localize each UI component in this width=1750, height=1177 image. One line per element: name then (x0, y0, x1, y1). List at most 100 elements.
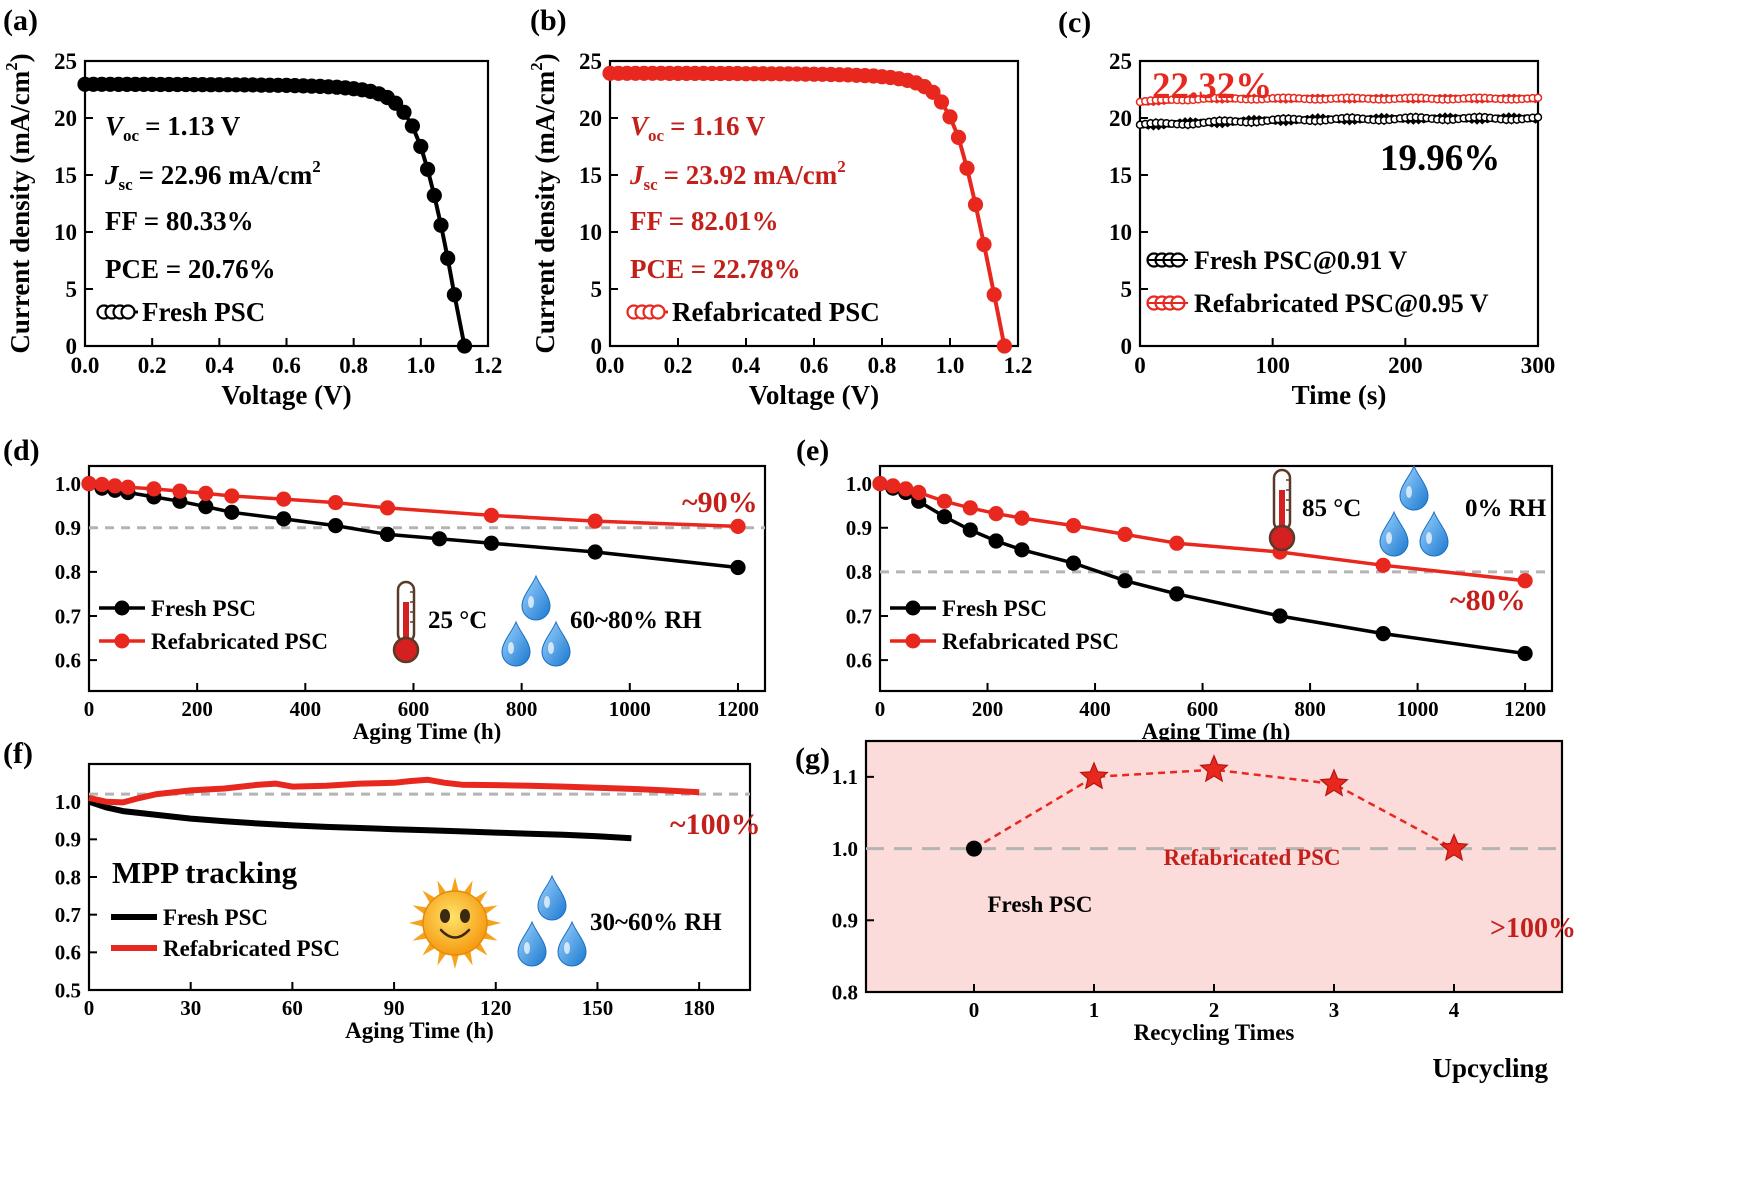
water-drop-icon (521, 574, 551, 621)
sun-eye-left (440, 909, 450, 923)
x-tick-label: 400 (290, 697, 322, 721)
jv-marker (996, 338, 1013, 354)
x-tick-label: 1.0 (406, 353, 435, 378)
panel-g: 0 1 2 3 4 0.8 0.9 1.0 1.1 Recycling Times (g) Fresh… (795, 739, 1576, 1083)
annotation-jsc-symbol: J (629, 160, 645, 190)
annotation-pce: PCE = 20.76% (105, 254, 276, 284)
annotation-retention: ~80% (1450, 584, 1526, 617)
jv-marker (456, 338, 473, 354)
jv-marker (426, 187, 442, 204)
x-tick-label: 0 (875, 697, 886, 721)
sun-ray (409, 918, 426, 928)
panel-f: 0 30 60 90 120 150 180 0.5 0.6 0.7 0.8 0.9 1.0 Aging … (3, 737, 761, 1043)
annotation-pce: PCE = 22.78% (630, 254, 801, 284)
y-tick-label: 20 (1109, 106, 1132, 131)
jv-marker (446, 287, 462, 303)
x-tick-label: 0 (969, 998, 980, 1022)
x-tick-label: 0 (84, 697, 95, 721)
jv-marker (433, 217, 449, 233)
panel-label: (f) (3, 737, 33, 770)
fresh-marker (988, 533, 1004, 549)
y-tick-label: 0.6 (55, 648, 81, 672)
y-tick-label: 0.8 (55, 560, 81, 584)
y-tick-label: 15 (1109, 163, 1132, 188)
panel-e: 0 200 400 600 800 1000 1200 0.6 0.7 0.8 0.9 1.0 Agin… (796, 434, 1554, 744)
fresh-marker (730, 559, 746, 576)
annotation-voc: Voc = 1.16 V (630, 111, 766, 145)
x-tick-label: 300 (1521, 353, 1556, 378)
fresh-marker (966, 840, 982, 857)
refab-marker (1065, 517, 1082, 534)
x-tick-label: 0.4 (732, 353, 761, 378)
x-axis-label: Voltage (V) (221, 380, 351, 410)
y-tick-label: 1.1 (832, 765, 858, 789)
jv-marker (440, 250, 456, 266)
refab-marker (224, 488, 240, 504)
y-tick-label: 0.6 (846, 648, 872, 672)
y-tick-label: 10 (579, 220, 602, 245)
panel-label: (c) (1058, 6, 1091, 39)
x-tick-label: 0.2 (138, 353, 167, 378)
x-tick-label: 200 (972, 697, 1004, 721)
water-drop-icon (517, 920, 547, 967)
x-tick-label: 1200 (1504, 697, 1546, 721)
legend-label: Fresh PSC (142, 297, 265, 327)
legend-label: Fresh PSC@0.91 V (1194, 246, 1407, 275)
y-tick-label: 5 (1121, 277, 1133, 302)
legend-label: Fresh PSC (942, 596, 1047, 621)
water-drop-highlight (524, 942, 530, 954)
refab-marker (1517, 573, 1533, 589)
annotation-humidity: 60~80% RH (570, 607, 702, 634)
panel-label: (b) (530, 4, 567, 37)
refab-marker (962, 500, 978, 516)
x-tick-label: 4 (1449, 998, 1460, 1022)
refab-marker (1375, 557, 1391, 573)
x-tick-label: 0.0 (596, 353, 625, 378)
y-tick-label: 0.9 (846, 516, 872, 540)
sun-smile (439, 928, 471, 939)
annotation-jsc: Jsc = 23.92 mA/cm2 (629, 157, 846, 194)
x-tick-label: 1.2 (1004, 353, 1033, 378)
x-tick-label: 0.8 (339, 353, 368, 378)
refab-marker (328, 495, 344, 511)
x-tick-label: 800 (1294, 697, 1326, 721)
annotation-jsc-value: = 22.96 mA/cm (139, 160, 313, 190)
annotation-voc-value: = 1.13 V (145, 111, 241, 141)
x-axis-label: Aging Time (h) (353, 719, 502, 744)
refab-marker (911, 484, 927, 501)
x-tick-label: 30 (180, 996, 201, 1020)
fresh-marker (1065, 555, 1082, 571)
x-tick-label: 0 (1134, 353, 1146, 378)
fresh-marker (1014, 542, 1030, 558)
annotation-jsc-value: = 23.92 mA/cm (664, 160, 838, 190)
y-tick-label: 0.8 (846, 560, 872, 584)
x-tick-label: 3 (1329, 998, 1340, 1022)
fresh-marker (1517, 645, 1533, 662)
y-tick-label: 0.7 (55, 903, 81, 927)
refab-marker (1014, 510, 1030, 526)
refab-marker (988, 505, 1004, 522)
annotation-mode: MPP tracking (112, 855, 298, 890)
x-tick-label: 1 (1089, 998, 1100, 1022)
refab-marker (898, 481, 914, 497)
refab-curve (88, 776, 700, 806)
x-tick-label: 180 (683, 996, 715, 1020)
x-tick-label: 0.2 (664, 353, 693, 378)
annotation-temperature: 25 °C (428, 607, 487, 634)
y-tick-label: 20 (54, 106, 77, 131)
legend-label: Refabricated PSC@0.95 V (1194, 289, 1489, 318)
y-axis-label-end: ) (530, 53, 560, 62)
y-tick-label: 25 (54, 49, 77, 74)
panel-label: (e) (796, 434, 829, 467)
x-tick-label: 0.8 (868, 353, 897, 378)
star-marker (1319, 768, 1349, 797)
annotation-voc-symbol: V (105, 111, 125, 141)
thermometer-mercury (403, 602, 409, 644)
y-tick-label: 0 (66, 334, 78, 359)
panel-a: 0.0 0.2 0.4 0.6 0.8 1.0 1.2 0 5 10 15 20 25 Voltage (… (2, 4, 503, 410)
y-tick-label: 0.9 (832, 909, 858, 933)
refab-marker (587, 513, 603, 529)
x-tick-label: 1200 (717, 697, 759, 721)
y-tick-label: 5 (591, 277, 603, 302)
